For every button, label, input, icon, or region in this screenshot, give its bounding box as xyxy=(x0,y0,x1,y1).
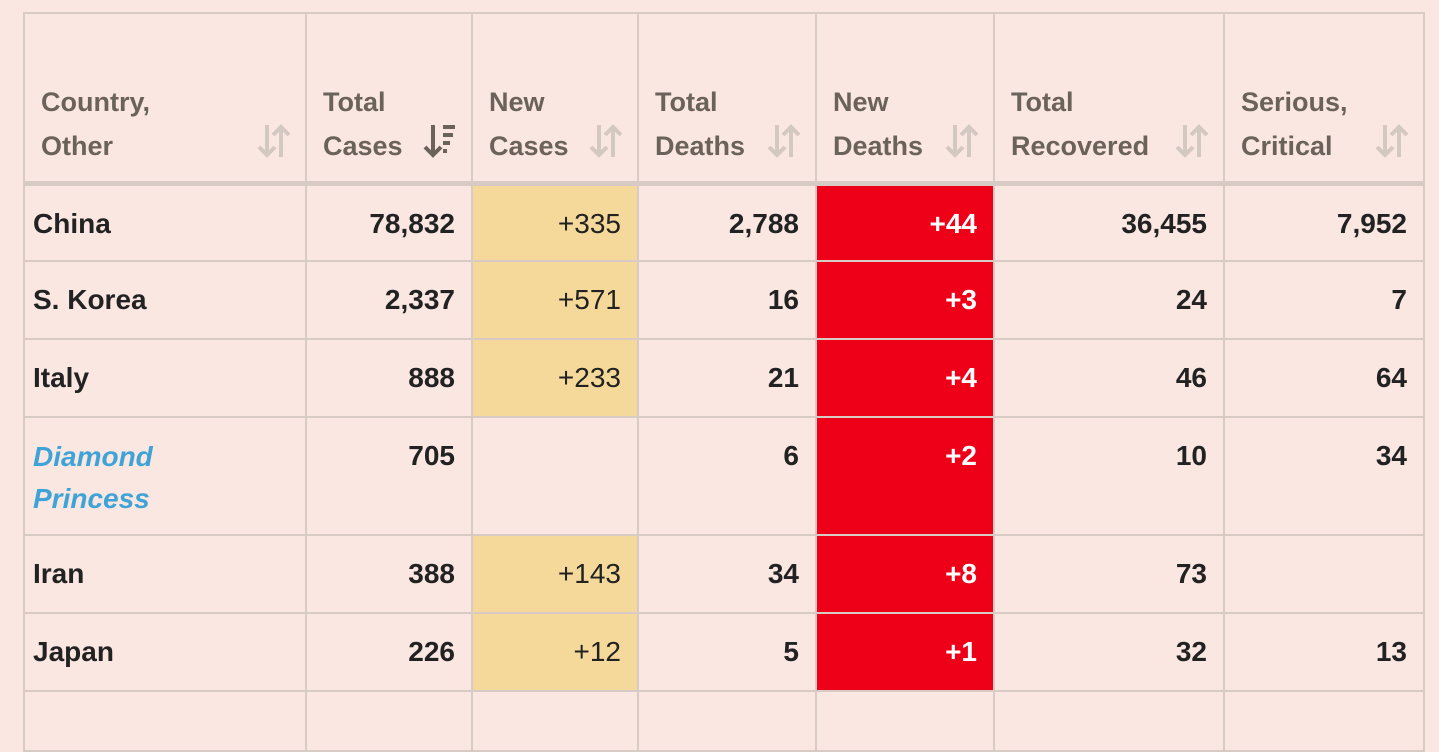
total-cases-cell: 705 xyxy=(305,416,473,536)
header-serious-critical[interactable]: Serious, Critical xyxy=(1223,12,1425,186)
total-deaths-cell xyxy=(637,690,817,752)
country-link-line1[interactable]: Diamond xyxy=(33,441,153,472)
header-total-cases[interactable]: Total Cases xyxy=(305,12,473,186)
total-cases-cell: 388 xyxy=(305,534,473,614)
header-total-deaths-line2: Deaths xyxy=(655,131,746,161)
header-new-deaths[interactable]: New Deaths xyxy=(815,12,995,186)
table-row: Diamond Princess 705 6 +2 10 34 xyxy=(23,416,1425,536)
total-cases-cell xyxy=(305,690,473,752)
header-total-recovered-line2: Recovered xyxy=(1011,131,1150,161)
country-cell: Iran xyxy=(23,534,307,614)
serious-critical-cell: 13 xyxy=(1223,612,1425,692)
country-link-line2[interactable]: Princess xyxy=(33,483,150,514)
total-recovered-cell: 46 xyxy=(993,338,1225,418)
country-stats-table: Country, Other Total Cases New Cases Tot… xyxy=(23,12,1425,752)
header-serious-critical-line2: Critical xyxy=(1241,131,1333,161)
country-cell: Italy xyxy=(23,338,307,418)
new-deaths-cell: +4 xyxy=(815,338,995,418)
total-deaths-cell: 5 xyxy=(637,612,817,692)
total-cases-cell: 226 xyxy=(305,612,473,692)
serious-critical-cell: 7 xyxy=(1223,260,1425,340)
table-row: S. Korea 2,337 +571 16 +3 24 7 xyxy=(23,260,1425,340)
country-cell: Japan xyxy=(23,612,307,692)
country-cell xyxy=(23,690,307,752)
table-row: Iran 388 +143 34 +8 73 xyxy=(23,534,1425,614)
table-row: China 78,832 +335 2,788 +44 36,455 7,952 xyxy=(23,182,1425,262)
header-new-deaths-line2: Deaths xyxy=(833,131,924,161)
serious-critical-cell xyxy=(1223,534,1425,614)
total-recovered-cell: 36,455 xyxy=(993,182,1225,262)
sort-icon[interactable] xyxy=(1175,123,1209,159)
new-cases-cell: +571 xyxy=(471,260,639,340)
new-deaths-cell: +8 xyxy=(815,534,995,614)
serious-critical-cell: 7,952 xyxy=(1223,182,1425,262)
total-deaths-cell: 6 xyxy=(637,416,817,536)
header-new-cases-line1: New xyxy=(489,87,545,117)
header-serious-critical-line1: Serious, xyxy=(1241,87,1348,117)
sort-icon[interactable] xyxy=(257,123,291,159)
sort-icon[interactable] xyxy=(1375,123,1409,159)
serious-critical-cell: 34 xyxy=(1223,416,1425,536)
new-cases-cell: +335 xyxy=(471,182,639,262)
country-cell: China xyxy=(23,182,307,262)
total-deaths-cell: 2,788 xyxy=(637,182,817,262)
header-new-deaths-line1: New xyxy=(833,87,889,117)
sort-desc-icon[interactable] xyxy=(423,123,457,159)
header-total-recovered[interactable]: Total Recovered xyxy=(993,12,1225,186)
new-cases-cell: +233 xyxy=(471,338,639,418)
total-deaths-cell: 16 xyxy=(637,260,817,340)
total-recovered-cell: 73 xyxy=(993,534,1225,614)
header-new-cases[interactable]: New Cases xyxy=(471,12,639,186)
header-country[interactable]: Country, Other xyxy=(23,12,307,186)
total-deaths-cell: 34 xyxy=(637,534,817,614)
new-deaths-cell: +1 xyxy=(815,612,995,692)
header-total-deaths-line1: Total xyxy=(655,87,718,117)
country-cell: S. Korea xyxy=(23,260,307,340)
header-country-line2: Other xyxy=(41,131,114,161)
new-cases-cell: +12 xyxy=(471,612,639,692)
total-cases-cell: 78,832 xyxy=(305,182,473,262)
serious-critical-cell xyxy=(1223,690,1425,752)
total-recovered-cell: 10 xyxy=(993,416,1225,536)
new-deaths-cell xyxy=(815,690,995,752)
new-cases-cell xyxy=(471,690,639,752)
table-row: Italy 888 +233 21 +4 46 64 xyxy=(23,338,1425,418)
table-header-row: Country, Other Total Cases New Cases Tot… xyxy=(23,12,1425,186)
new-cases-cell xyxy=(471,416,639,536)
header-new-cases-line2: Cases xyxy=(489,131,569,161)
total-cases-cell: 2,337 xyxy=(305,260,473,340)
country-link-cell[interactable]: Diamond Princess xyxy=(23,416,307,536)
new-deaths-cell: +44 xyxy=(815,182,995,262)
total-deaths-cell: 21 xyxy=(637,338,817,418)
sort-icon[interactable] xyxy=(945,123,979,159)
new-cases-cell: +143 xyxy=(471,534,639,614)
total-cases-cell: 888 xyxy=(305,338,473,418)
table-row: Japan 226 +12 5 +1 32 13 xyxy=(23,612,1425,692)
header-total-cases-line2: Cases xyxy=(323,131,403,161)
table-row-partial xyxy=(23,690,1425,752)
sort-icon[interactable] xyxy=(767,123,801,159)
total-recovered-cell: 24 xyxy=(993,260,1225,340)
header-total-cases-line1: Total xyxy=(323,87,386,117)
stats-table-container: Country, Other Total Cases New Cases Tot… xyxy=(23,12,1425,752)
total-recovered-cell xyxy=(993,690,1225,752)
total-recovered-cell: 32 xyxy=(993,612,1225,692)
header-country-line1: Country, xyxy=(41,87,150,117)
new-deaths-cell: +2 xyxy=(815,416,995,536)
new-deaths-cell: +3 xyxy=(815,260,995,340)
sort-icon[interactable] xyxy=(589,123,623,159)
header-total-deaths[interactable]: Total Deaths xyxy=(637,12,817,186)
serious-critical-cell: 64 xyxy=(1223,338,1425,418)
header-total-recovered-line1: Total xyxy=(1011,87,1074,117)
